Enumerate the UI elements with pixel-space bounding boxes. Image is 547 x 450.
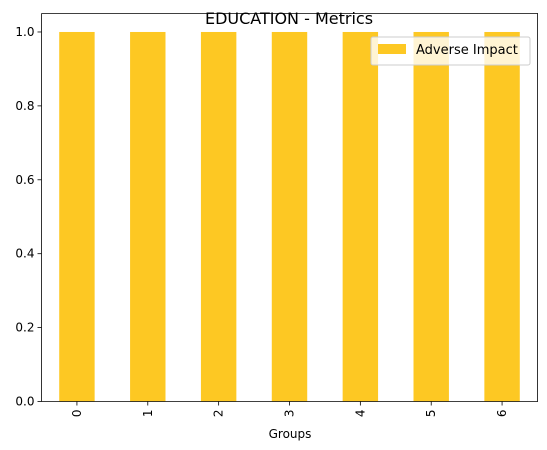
x-axis-label: Groups: [269, 427, 312, 441]
plot-area: 0.0 0.2 0.4 0.6 0.8 1.0 0 1 2 3 4 5 6: [15, 13, 538, 418]
x-tick-label: 2: [212, 410, 226, 418]
chart-title: EDUCATION - Metrics: [205, 9, 373, 28]
y-tick-label: 0.4: [15, 247, 34, 261]
legend-label: Adverse Impact: [416, 43, 518, 58]
y-axis: 0.0 0.2 0.4 0.6 0.8 1.0: [15, 25, 42, 409]
y-tick-label: 0.0: [15, 395, 34, 409]
x-tick-label: 3: [283, 410, 297, 418]
y-tick-label: 0.8: [15, 99, 34, 113]
bar-1: [130, 31, 166, 402]
x-tick-label: 5: [424, 410, 438, 418]
bar-0: [59, 31, 95, 402]
legend-swatch: [378, 44, 406, 54]
bar-3: [271, 31, 308, 402]
x-tick-label: 0: [70, 410, 84, 418]
y-tick-label: 0.6: [15, 173, 34, 187]
bar-4: [342, 31, 379, 402]
y-tick-label: 1.0: [15, 25, 34, 39]
bar-5: [413, 31, 449, 402]
x-axis: 0 1 2 3 4 5 6: [70, 401, 509, 418]
bars-group: [59, 31, 520, 402]
bar-2: [200, 31, 237, 402]
x-tick-label: 4: [353, 410, 367, 418]
legend-frame: [370, 36, 531, 66]
bar-6: [484, 31, 520, 402]
legend: Adverse Impact: [370, 36, 531, 66]
x-tick-label: 6: [495, 410, 509, 418]
x-tick-label: 1: [141, 410, 155, 418]
y-tick-label: 0.2: [15, 321, 34, 335]
